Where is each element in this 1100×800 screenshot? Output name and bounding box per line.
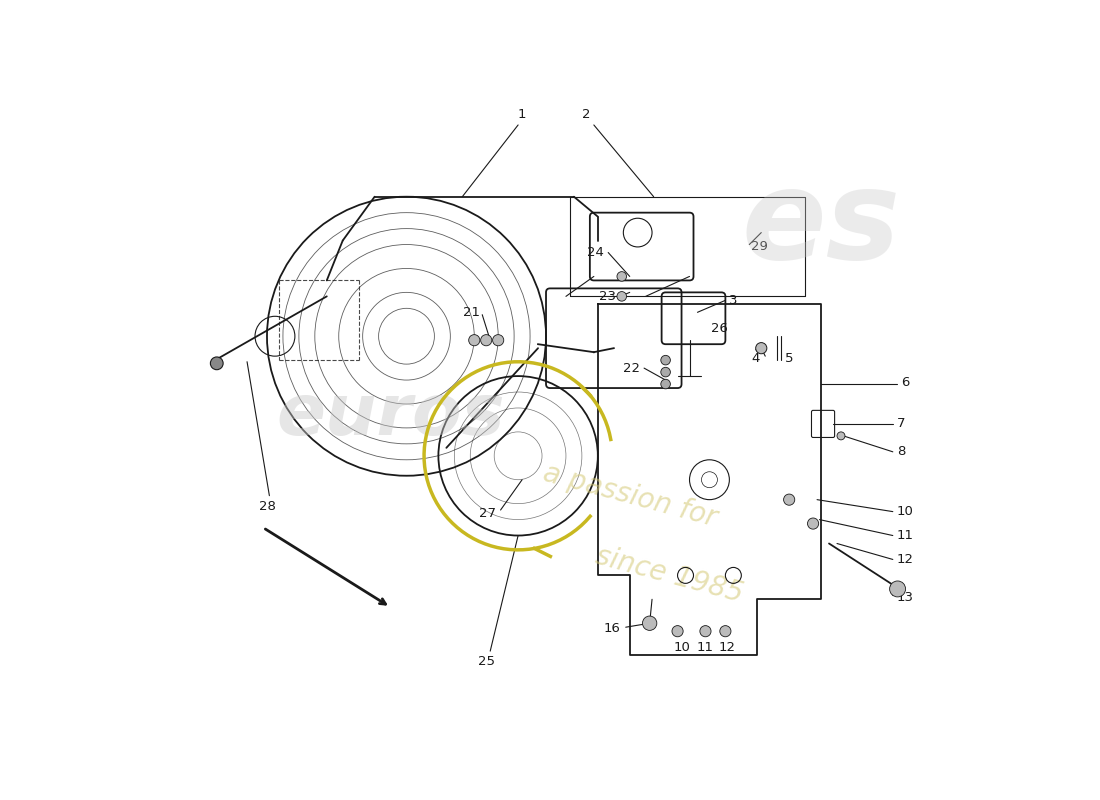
Text: 10: 10 xyxy=(896,505,914,518)
Text: a passion for: a passion for xyxy=(540,459,719,532)
Text: 7: 7 xyxy=(896,418,905,430)
Text: 23: 23 xyxy=(600,290,616,303)
Text: 1: 1 xyxy=(518,108,526,121)
Circle shape xyxy=(617,272,627,282)
Circle shape xyxy=(783,494,794,506)
Text: 24: 24 xyxy=(587,246,604,259)
Text: 21: 21 xyxy=(463,306,480,319)
Text: es: es xyxy=(741,164,901,285)
Text: 12: 12 xyxy=(896,553,914,566)
Text: 2: 2 xyxy=(582,108,590,121)
Text: 4: 4 xyxy=(751,352,760,365)
Text: 13: 13 xyxy=(896,591,914,604)
Circle shape xyxy=(661,379,670,389)
Text: 22: 22 xyxy=(623,362,640,374)
Text: 27: 27 xyxy=(478,506,496,520)
Circle shape xyxy=(700,626,711,637)
Circle shape xyxy=(661,355,670,365)
Text: 25: 25 xyxy=(477,655,495,668)
Circle shape xyxy=(617,291,627,301)
Circle shape xyxy=(890,581,905,597)
Text: since 1985: since 1985 xyxy=(593,542,747,609)
Circle shape xyxy=(642,616,657,630)
Circle shape xyxy=(837,432,845,440)
Circle shape xyxy=(493,334,504,346)
Text: euros: euros xyxy=(276,382,505,450)
Text: 8: 8 xyxy=(896,446,905,458)
Circle shape xyxy=(756,342,767,354)
Circle shape xyxy=(807,518,818,529)
Text: 28: 28 xyxy=(258,501,275,514)
Text: 16: 16 xyxy=(603,622,620,635)
Text: 29: 29 xyxy=(751,240,768,253)
Text: 26: 26 xyxy=(711,322,727,334)
Circle shape xyxy=(719,626,732,637)
Circle shape xyxy=(481,334,492,346)
Circle shape xyxy=(210,357,223,370)
Text: 12: 12 xyxy=(718,641,736,654)
Circle shape xyxy=(672,626,683,637)
Circle shape xyxy=(469,334,480,346)
Text: 11: 11 xyxy=(896,529,914,542)
Text: 5: 5 xyxy=(785,352,793,365)
Text: 11: 11 xyxy=(696,641,713,654)
Text: 6: 6 xyxy=(901,376,910,389)
Text: 10: 10 xyxy=(674,641,691,654)
Circle shape xyxy=(661,367,670,377)
Text: 3: 3 xyxy=(729,294,738,307)
